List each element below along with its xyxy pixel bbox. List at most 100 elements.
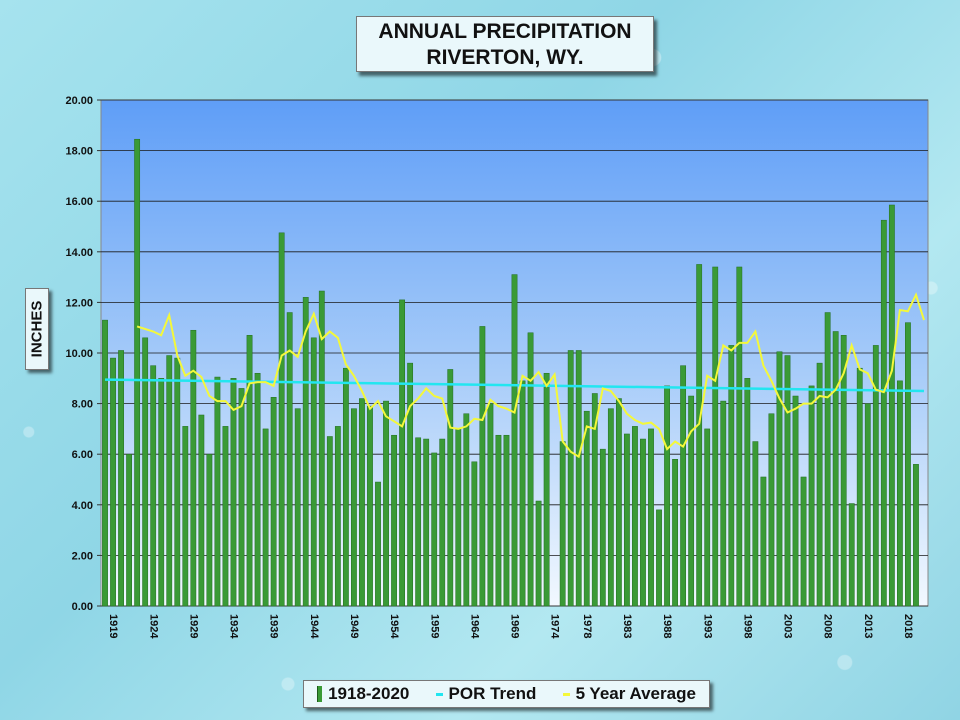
x-tick-label: 1969 [509,614,521,638]
bar-2017 [896,380,903,607]
bar-1943 [302,297,309,607]
bar-1994 [712,266,719,607]
x-axis-ticks: 1919 1924 1929 1934 1939 1944 1949 1954 1959 1964… [107,614,914,639]
bar-1995 [720,400,727,607]
bar-2001 [768,413,775,607]
bar-1925 [158,378,165,607]
bar-1954 [391,434,397,607]
y-tick-label: 10.00 [65,348,93,360]
bar-1981 [607,408,614,607]
y-axis-label-box: INCHES [25,288,49,370]
bar-1947 [334,426,341,607]
bar-1990 [680,365,687,607]
x-tick-label: 2018 [902,614,914,638]
bar-1927 [174,357,181,607]
x-tick-label: 1964 [468,614,480,639]
bar-1951 [367,405,373,607]
bar-1978 [583,410,590,607]
bar-1969 [511,274,518,607]
bar-1996 [728,345,735,607]
bar-1937 [254,372,261,607]
bar-1971 [527,332,534,607]
bar-2007 [816,362,823,607]
y-axis-ticks: 0.00 2.00 4.00 6.00 8.00 10.00 12.00 14.00 16.00… [65,95,101,613]
bar-1957 [415,437,422,607]
bar-1972 [535,500,542,607]
bar-1920 [118,350,124,607]
bar-1953 [383,400,389,607]
legend-bar-swatch [317,686,323,702]
chart-title-line1: ANNUAL PRECIPITATION [378,20,632,43]
legend-label-trend: POR Trend [448,684,537,703]
trend-line [104,378,925,393]
bar-1997 [736,266,743,607]
bar-2018 [905,322,911,607]
bar-2005 [800,476,807,607]
bar-1922 [134,138,141,607]
x-tick-label: 1974 [549,614,561,639]
x-tick-label: 1988 [661,614,673,638]
bar-1992 [696,264,703,607]
x-tick-label: 1954 [388,614,400,639]
bar-1973 [543,372,550,607]
bar-series [102,138,919,607]
bar-1924 [150,365,157,607]
legend-average-swatch [562,692,570,696]
bar-1988 [664,385,670,607]
legend-label-average: 5 Year Average [575,684,696,703]
bar-1932 [214,376,221,607]
x-tick-label: 1944 [308,614,320,639]
bar-1967 [495,434,502,607]
x-tick-label: 1924 [147,614,159,639]
bar-1970 [519,380,526,607]
y-tick-label: 8.00 [72,399,93,411]
bar-1930 [198,414,205,607]
x-tick-label: 1934 [228,614,240,639]
bar-1965 [479,326,486,607]
bar-1936 [246,335,253,607]
bar-1935 [238,388,245,607]
bar-1989 [672,459,678,607]
bar-1976 [567,350,574,607]
bar-2006 [808,385,815,607]
y-tick-label: 0.00 [72,601,93,613]
bar-1998 [744,378,751,607]
five-year-average-line [136,292,925,459]
bar-2016 [888,204,895,607]
bar-1980 [599,448,606,607]
x-tick-label: 1919 [107,614,119,638]
bar-1921 [126,453,133,607]
bar-1987 [656,509,662,607]
y-tick-label: 20.00 [65,95,93,107]
bar-1939 [270,397,277,607]
y-tick-label: 4.00 [72,500,93,512]
bar-1941 [286,312,293,607]
x-tick-label: 1983 [621,614,633,638]
bar-1986 [648,428,654,607]
bar-1961 [447,369,454,607]
bar-2019 [913,464,919,607]
bar-1983 [624,433,630,607]
bar-1949 [351,408,357,607]
bar-1942 [294,408,301,607]
bar-1940 [278,232,285,607]
bar-1979 [591,393,598,607]
x-tick-label: 2008 [822,614,834,638]
legend-item-average: 5 Year Average [562,684,696,704]
x-tick-label: 2013 [862,614,874,638]
x-tick-label: 1929 [187,614,199,638]
chart-title-line2: RIVERTON, WY. [426,46,584,69]
bar-2002 [776,351,783,607]
y-tick-label: 14.00 [65,247,93,259]
bar-1966 [487,403,494,607]
bar-1918 [102,319,108,607]
bar-1946 [326,436,333,607]
bar-1955 [399,299,405,607]
bar-1977 [575,350,582,607]
legend-item-bars: 1918-2020 [317,684,409,704]
bar-2015 [880,219,887,607]
bar-2010 [840,335,847,607]
bar-1959 [431,452,438,607]
bar-1934 [230,378,237,607]
